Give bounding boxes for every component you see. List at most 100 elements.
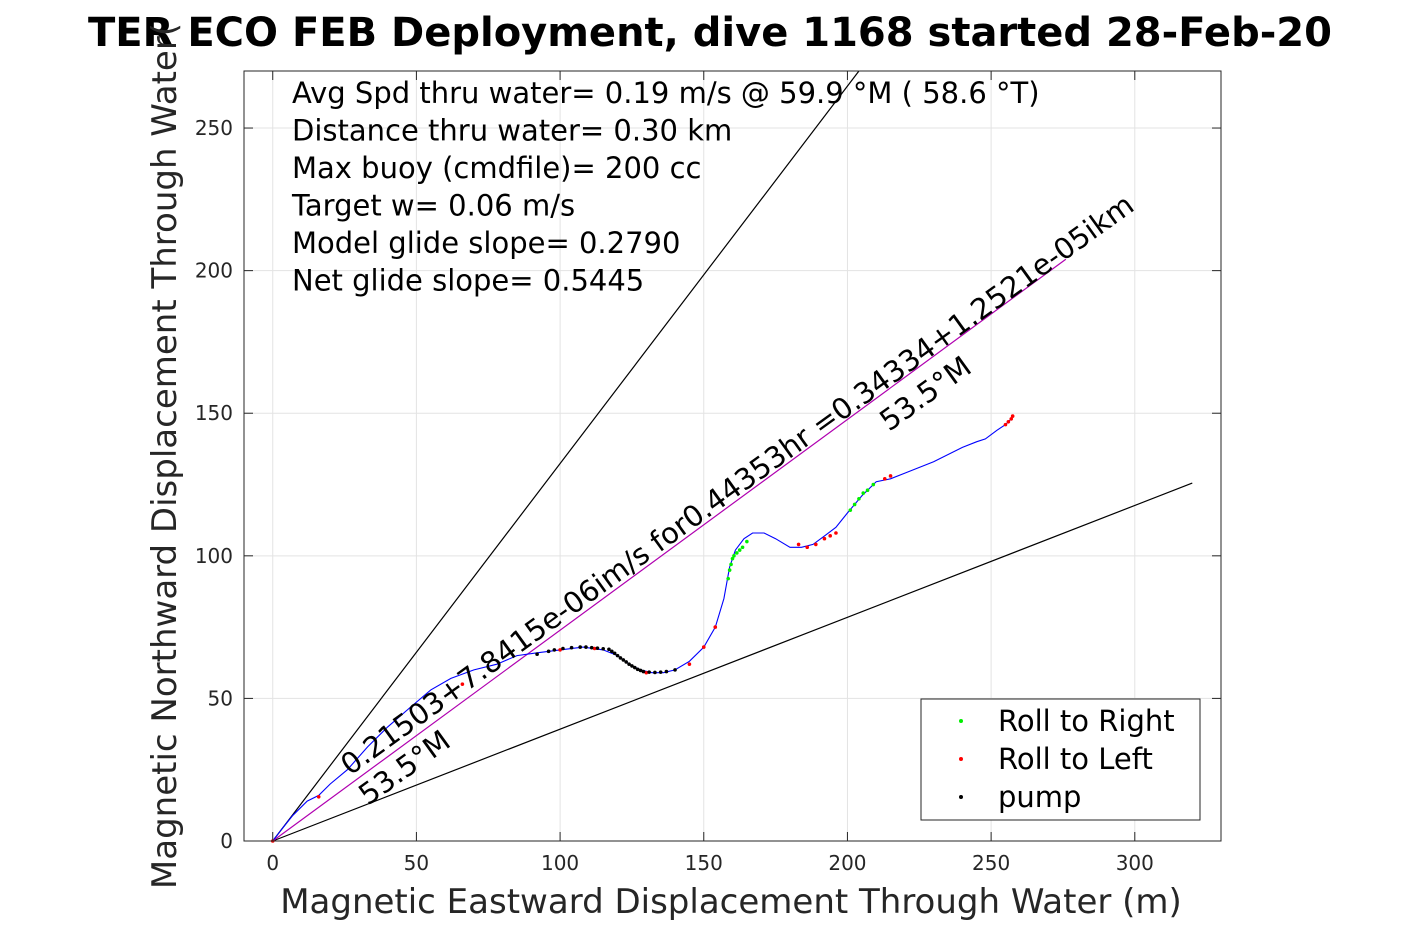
roll-to-left-point bbox=[558, 648, 562, 652]
pump-point bbox=[595, 646, 600, 651]
stats-annotation: Model glide slope= 0.2790 bbox=[292, 226, 680, 260]
pump-point bbox=[618, 656, 623, 660]
pump-point bbox=[535, 652, 539, 657]
pump-point bbox=[664, 669, 669, 674]
x-tick-label: 100 bbox=[541, 851, 579, 875]
pump-point bbox=[584, 645, 588, 649]
roll-to-left-point bbox=[1010, 414, 1015, 418]
stats-annotation: Target w= 0.06 m/s bbox=[291, 189, 575, 223]
pump-point bbox=[621, 658, 626, 662]
roll-to-left-point bbox=[888, 474, 893, 478]
roll-to-right-point bbox=[745, 539, 749, 544]
stats-annotation: Net glide slope= 0.5445 bbox=[292, 264, 644, 298]
y-axis-label: Magnetic Northward Displacement Through … bbox=[145, 23, 185, 889]
roll-to-left-point bbox=[316, 794, 321, 799]
roll-to-left-point bbox=[1009, 417, 1014, 421]
pump-point bbox=[569, 645, 574, 650]
pump-point bbox=[647, 670, 651, 674]
roll-to-left-point bbox=[687, 662, 692, 666]
x-tick-label: 250 bbox=[972, 851, 1010, 875]
pump-point bbox=[630, 664, 634, 668]
reference-lines-layer bbox=[272, 70, 1193, 842]
roll-to-left-point bbox=[814, 542, 818, 547]
roll-to-left-point bbox=[1003, 422, 1008, 427]
x-tick-label: 300 bbox=[1116, 851, 1154, 875]
roll-to-right-point bbox=[735, 551, 739, 555]
pump-point bbox=[624, 660, 628, 664]
lower-heading-line bbox=[272, 482, 1193, 842]
pump-point bbox=[589, 645, 594, 650]
stats-annotation: Distance thru water= 0.30 km bbox=[292, 114, 732, 148]
pump-point bbox=[673, 668, 677, 672]
chart-title: TER ECO FEB Deployment, dive 1168 starte… bbox=[88, 10, 1332, 56]
pump-point bbox=[615, 653, 620, 658]
plot-frame bbox=[243, 70, 1222, 842]
pump-point bbox=[653, 670, 657, 675]
roll-to-left-point bbox=[805, 545, 810, 550]
x-axis-label: Magnetic Eastward Displacement Through W… bbox=[280, 882, 1182, 922]
pump-point bbox=[552, 648, 557, 652]
roll-to-right-point bbox=[732, 554, 736, 558]
roll-to-right-point bbox=[865, 488, 870, 493]
roll-to-right-point bbox=[740, 545, 745, 550]
legend-marker bbox=[959, 795, 963, 799]
y-tick-label: 0 bbox=[220, 829, 233, 853]
roll-to-left-point bbox=[822, 536, 827, 541]
roll-to-right-point bbox=[848, 508, 853, 512]
legend-label: Roll to Right bbox=[998, 704, 1175, 738]
pump-point bbox=[607, 647, 611, 652]
x-tick-label: 200 bbox=[828, 851, 866, 875]
roll-to-right-point bbox=[852, 502, 857, 507]
roll-to-right-point bbox=[727, 568, 732, 572]
y-tick-label: 100 bbox=[195, 544, 233, 568]
glider-track-line bbox=[272, 418, 1012, 842]
pump-point bbox=[641, 669, 646, 674]
roll-to-left-point bbox=[834, 531, 838, 535]
legend-box bbox=[920, 698, 1201, 821]
roll-to-right-point bbox=[871, 482, 876, 487]
roll-to-right-point bbox=[729, 562, 733, 567]
roll-to-left-point bbox=[796, 542, 801, 547]
track-layer bbox=[272, 418, 1012, 842]
roll-to-left-point bbox=[1006, 419, 1011, 424]
upper-heading-line bbox=[272, 70, 860, 842]
roll-to-right-point bbox=[857, 496, 861, 501]
y-tick-label: 150 bbox=[195, 401, 233, 425]
pump-point bbox=[610, 649, 614, 654]
roll-to-left-point bbox=[713, 625, 718, 629]
pump-point bbox=[638, 668, 643, 673]
stats-annotation: Max buoy (cmdfile)= 200 cc bbox=[292, 151, 701, 185]
pump-point bbox=[612, 651, 617, 656]
roll-to-left-point bbox=[460, 682, 465, 686]
legend: Roll to Right Roll to Left pump bbox=[920, 698, 1201, 821]
roll-to-left-point bbox=[882, 477, 887, 481]
roll-to-left-point bbox=[644, 670, 649, 675]
x-tick-label: 50 bbox=[404, 851, 429, 875]
pump-point bbox=[546, 649, 551, 654]
roll-to-right-point bbox=[737, 548, 742, 552]
roll-to-right-point bbox=[861, 491, 866, 495]
tick-layer: 0 50 100 150 200 250 300 0 50 100 150 200 250 bbox=[195, 71, 1221, 875]
y-tick-label: 50 bbox=[208, 686, 233, 710]
legend-label: pump bbox=[998, 780, 1081, 814]
pump-point bbox=[635, 667, 640, 672]
pump-point bbox=[601, 646, 605, 651]
roll-to-right-point bbox=[730, 556, 735, 561]
y-tick-label: 250 bbox=[195, 116, 233, 140]
stats-annotation: Avg Spd thru water= 0.19 m/s @ 59.9 °M (… bbox=[292, 76, 1040, 110]
roll-to-left-point bbox=[828, 534, 832, 538]
x-tick-label: 0 bbox=[266, 851, 279, 875]
points-layer bbox=[270, 414, 1015, 843]
roll-to-left-point bbox=[701, 645, 706, 649]
annotation-layer: Avg Spd thru water= 0.19 m/s @ 59.9 °M (… bbox=[291, 76, 1040, 298]
pump-point bbox=[627, 662, 631, 666]
roll-to-right-point bbox=[726, 576, 730, 581]
roll-to-left-point bbox=[592, 646, 597, 651]
pump-point bbox=[561, 646, 565, 651]
legend-marker bbox=[959, 719, 963, 723]
legend-label: Roll to Left bbox=[998, 742, 1153, 776]
x-tick-label: 150 bbox=[685, 851, 723, 875]
legend-marker bbox=[959, 757, 963, 761]
